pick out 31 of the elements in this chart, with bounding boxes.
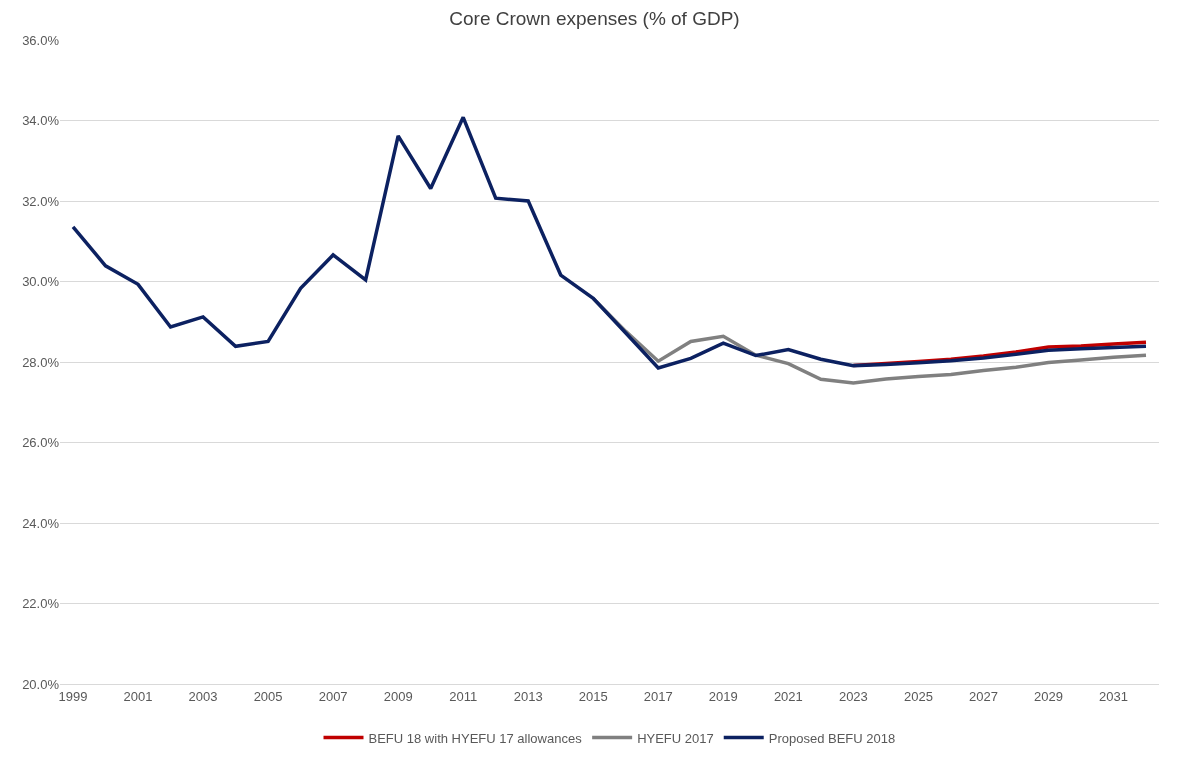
x-tick-label: 2009 <box>383 688 413 704</box>
y-tick-label: 30.0% <box>22 274 60 290</box>
x-tick-label: 2029 <box>1033 688 1063 704</box>
x-tick-label: 2017 <box>643 688 673 704</box>
legend-label: Proposed BEFU 2018 <box>768 730 896 746</box>
x-tick-label: 2001 <box>123 688 153 704</box>
y-tick-label: 22.0% <box>22 596 60 612</box>
x-tick-label: 1999 <box>58 688 88 704</box>
x-tick-label: 2011 <box>449 688 478 704</box>
x-tick-label: 2003 <box>188 688 218 704</box>
x-tick-label: 2027 <box>968 688 998 704</box>
x-tick-label: 2019 <box>708 688 738 704</box>
legend-label: HYEFU 2017 <box>637 730 714 746</box>
x-tick-label: 2005 <box>253 688 283 704</box>
x-tick-label: 2013 <box>513 688 543 704</box>
legend-label: BEFU 18 with HYEFU 17 allowances <box>368 730 583 746</box>
y-tick-label: 24.0% <box>22 515 60 531</box>
x-tick-label: 2031 <box>1099 688 1128 704</box>
x-tick-label: 2015 <box>578 688 608 704</box>
y-tick-label: 32.0% <box>22 193 60 209</box>
line-series <box>71 115 1148 370</box>
y-tick-label: 36.0% <box>22 32 60 48</box>
y-tick-label: 26.0% <box>22 435 60 451</box>
y-tick-label: 28.0% <box>22 354 60 370</box>
x-tick-label: 2023 <box>838 688 868 704</box>
y-tick-label: 34.0% <box>22 113 60 129</box>
y-tick-label: 20.0% <box>22 676 60 692</box>
x-tick-label: 2021 <box>773 688 803 704</box>
chart-title: Core Crown expenses (% of GDP) <box>449 7 740 29</box>
x-tick-label: 2025 <box>903 688 933 704</box>
x-tick-label: 2007 <box>318 688 348 704</box>
